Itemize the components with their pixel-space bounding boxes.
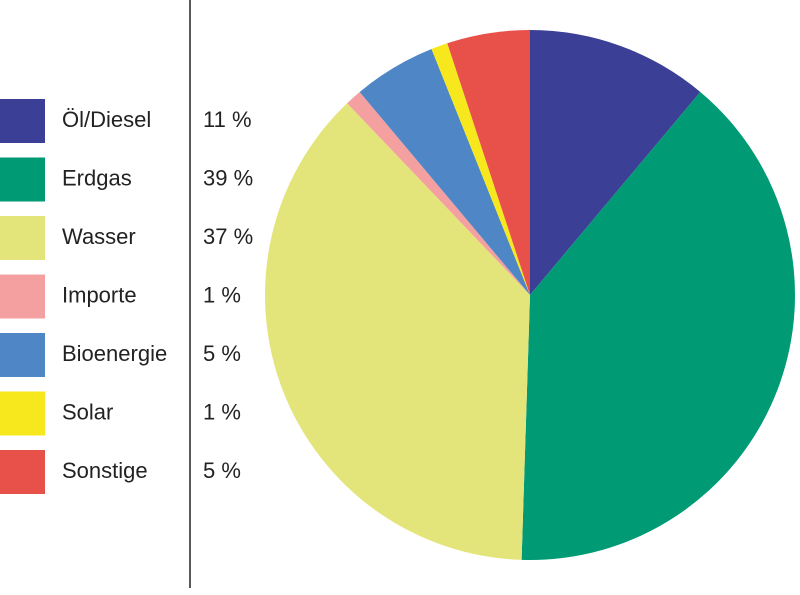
value-label: 5 %	[203, 341, 241, 366]
pie-slice	[265, 103, 530, 560]
value-label: 39 %	[203, 165, 253, 190]
value-label: 1 %	[203, 399, 241, 424]
legend-label: Erdgas	[62, 165, 132, 190]
legend-label: Sonstige	[62, 458, 148, 483]
value-label: 37 %	[203, 224, 253, 249]
value-label: 5 %	[203, 458, 241, 483]
pie-slice	[521, 91, 796, 560]
legend-label: Wasser	[62, 224, 136, 249]
legend-swatch	[0, 450, 45, 494]
legend-swatch	[0, 157, 45, 202]
pie-slice	[431, 43, 530, 295]
legend-label: Solar	[62, 399, 113, 424]
legend-label: Importe	[62, 282, 137, 307]
legend-swatch	[0, 333, 45, 377]
legend-label: Bioenergie	[62, 341, 167, 366]
value-label: 11 %	[203, 107, 252, 132]
value-label: 1 %	[203, 282, 241, 307]
legend-label: Öl/Diesel	[62, 107, 151, 132]
legend-swatch	[0, 99, 45, 143]
pie-slice	[359, 48, 530, 295]
pie-slice	[447, 30, 530, 295]
legend-swatch	[0, 391, 45, 436]
legend-swatch	[0, 274, 45, 319]
legend-swatch	[0, 216, 45, 260]
pie-slice	[530, 30, 701, 295]
pie-slice	[347, 91, 530, 295]
